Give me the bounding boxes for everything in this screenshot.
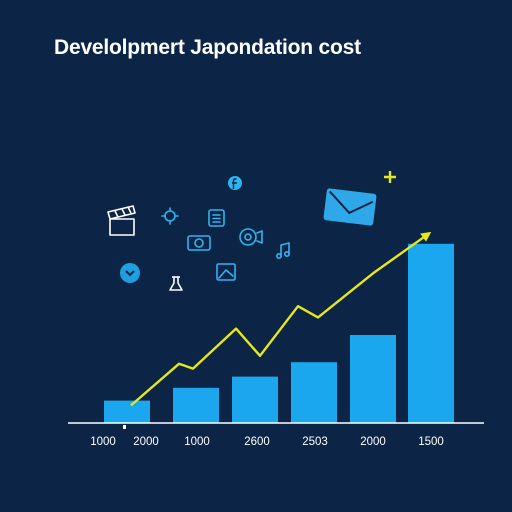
x-tick-label: 1500	[418, 436, 444, 448]
x-tick-label: 1000	[90, 436, 116, 448]
x-tick-label: 2503	[302, 436, 328, 448]
x-tick-label: 2000	[133, 436, 159, 448]
photo-icon	[216, 263, 236, 281]
x-tick-label: 2600	[244, 436, 270, 448]
bar	[408, 243, 454, 423]
trend-series	[130, 231, 432, 407]
x-tick-labels: 1000 2000 1000 2600 2503 2000 1500	[90, 425, 444, 448]
bar	[291, 362, 337, 423]
flask-icon	[169, 276, 183, 291]
clapperboard-icon	[107, 205, 136, 236]
bar	[173, 387, 219, 423]
plus-icon	[384, 171, 396, 183]
gear-icon	[239, 228, 263, 246]
bar-series	[104, 243, 454, 423]
chart-title: Develolpmert Japondation cost	[54, 36, 361, 59]
music-note-icon	[275, 242, 290, 260]
bar	[350, 335, 396, 423]
camera-icon	[187, 235, 211, 251]
chevron-down-icon	[120, 263, 140, 283]
trend-line	[130, 231, 432, 407]
settings-icon	[161, 207, 179, 225]
x-tick-mark	[123, 425, 126, 429]
x-tick-label: 1000	[184, 436, 210, 448]
document-icon	[208, 209, 225, 227]
bar	[104, 400, 150, 423]
bar	[232, 376, 278, 423]
facebook-icon	[228, 176, 242, 190]
x-tick-label: 2000	[360, 436, 386, 448]
envelope-icon	[323, 188, 377, 226]
